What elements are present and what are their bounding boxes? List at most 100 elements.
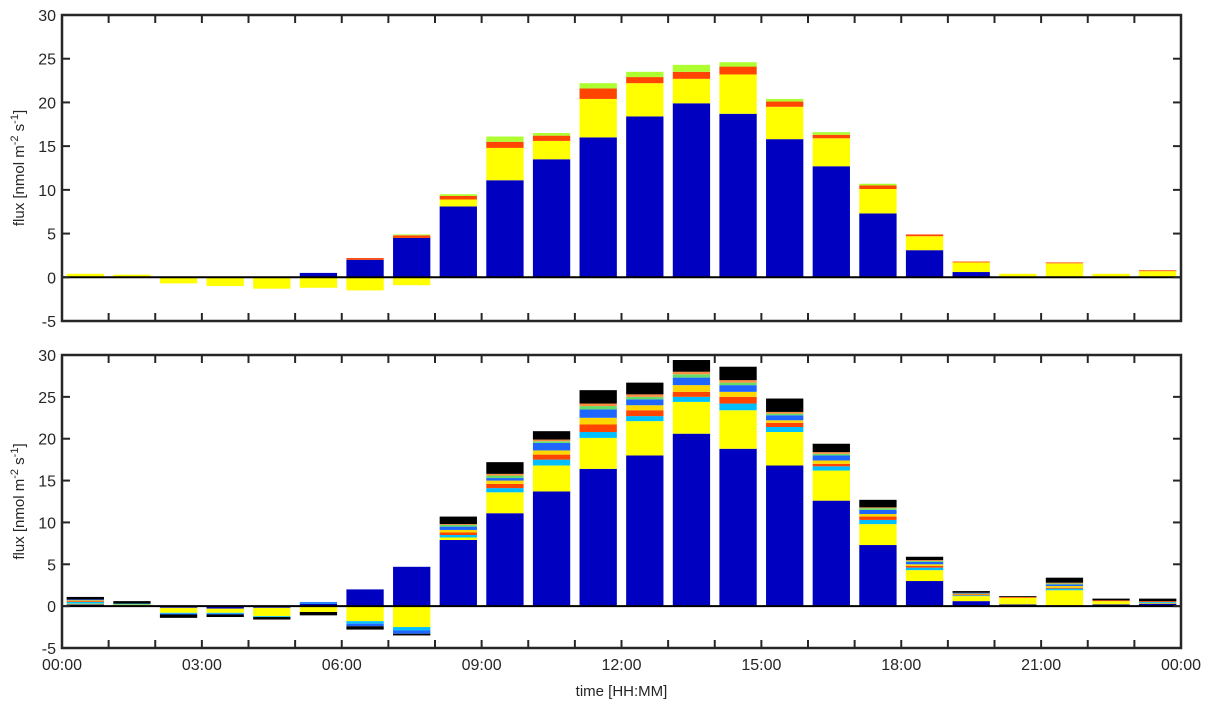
bar-segment (1045, 582, 1084, 584)
bar-segment (812, 466, 850, 471)
bar-segment (206, 612, 244, 614)
bar-segment (905, 570, 944, 582)
x-tick-label: 06:00 (322, 657, 362, 674)
bar-segment (579, 403, 617, 407)
bar-segment (579, 137, 617, 278)
bar-segment (905, 234, 944, 237)
bar-segment (439, 532, 477, 535)
bar-segment (719, 66, 757, 75)
bar-segment (299, 602, 338, 604)
bar-segment (1139, 601, 1177, 602)
bar-segment (253, 277, 291, 289)
bar-segment (486, 147, 524, 181)
bar-segment (859, 507, 897, 509)
bar-segment (1045, 587, 1084, 589)
x-tick-label: 09:00 (462, 657, 502, 674)
bar-segment (626, 455, 664, 607)
bar-segment (299, 612, 338, 616)
bar-segment (1092, 598, 1130, 601)
bar-segment (439, 524, 477, 525)
y-axis-label: flux [nmol m-2 s-1] (9, 110, 28, 226)
bar-segment (346, 606, 384, 622)
bar-segment (905, 564, 944, 566)
bar-segment (113, 601, 151, 604)
bar-segment (859, 514, 897, 517)
bar-segment (1092, 600, 1130, 602)
bar-segment (532, 140, 571, 160)
y-tick-label: 15 (38, 474, 56, 491)
bar-segment (346, 258, 384, 260)
bar-segment (532, 491, 571, 607)
bar-segment (766, 139, 804, 278)
bar-segment (626, 83, 664, 117)
bar-segment (812, 500, 850, 607)
bar-segment (206, 614, 244, 618)
x-axis-label: time [HH:MM] (576, 683, 668, 700)
bar-segment (439, 199, 477, 207)
bar-segment (766, 432, 804, 466)
bar-segment (579, 406, 617, 410)
bar-segment (672, 78, 711, 104)
bar-segment (299, 606, 338, 612)
y-tick-label: 10 (38, 183, 56, 200)
bar-segment (812, 132, 850, 135)
bar-segment (253, 607, 291, 617)
bar-segment (859, 516, 897, 520)
bar-segment (905, 250, 944, 278)
y-tick-label: -5 (42, 641, 56, 658)
bar-segment (626, 416, 664, 422)
bar-segment (1139, 598, 1177, 602)
bar-segment (952, 272, 990, 278)
bar-segment (299, 277, 338, 288)
bar-segment (905, 561, 944, 565)
bar-segment (719, 62, 757, 67)
y-tick-label: 15 (38, 139, 56, 156)
bar-segment (672, 371, 711, 375)
bar-segment (766, 426, 804, 433)
bar-segment (812, 453, 850, 456)
bar-segment (672, 64, 711, 72)
bar-segment (952, 596, 990, 602)
bar-segment (859, 519, 897, 525)
bar-segment (532, 450, 571, 455)
bar-segment (439, 195, 477, 200)
bar-segment (486, 488, 524, 493)
bar-segment (1139, 270, 1177, 272)
bar-segment (532, 442, 571, 451)
bar-segment (1139, 602, 1177, 604)
bar-segment (812, 470, 850, 501)
bar-segment (626, 399, 664, 406)
bar-segment (719, 403, 757, 411)
bar-segment (486, 483, 524, 489)
bar-segment (206, 613, 244, 615)
bar-segment (952, 595, 990, 597)
bar-segment (439, 516, 477, 525)
bar-segment (905, 556, 944, 561)
x-tick-label: 21:00 (1021, 657, 1061, 674)
bar-segment (486, 478, 524, 481)
bar-segment (299, 272, 338, 278)
bar-segment (766, 420, 804, 423)
bar-segment (812, 460, 850, 464)
bar-segment (672, 374, 711, 378)
bar-segment (672, 360, 711, 372)
bar-segment (905, 565, 944, 568)
bar-segment (905, 560, 944, 561)
bar-segment (206, 277, 244, 287)
bar-segment (579, 409, 617, 418)
bar-segment (579, 424, 617, 433)
bar-segment (206, 606, 244, 609)
bar-segment (486, 513, 524, 607)
bar-segment (999, 273, 1037, 278)
bar-segment (719, 410, 757, 449)
y-tick-label: 0 (47, 270, 56, 287)
bar-segment (626, 77, 664, 84)
bar-segment (393, 237, 431, 278)
bar-segment (579, 390, 617, 404)
y-tick-label: 20 (38, 432, 56, 449)
bar-segment (1045, 590, 1084, 606)
bar-segment (719, 385, 757, 392)
bar-segment (393, 633, 431, 636)
bar-segment (859, 188, 897, 214)
bar-segment (66, 601, 104, 604)
